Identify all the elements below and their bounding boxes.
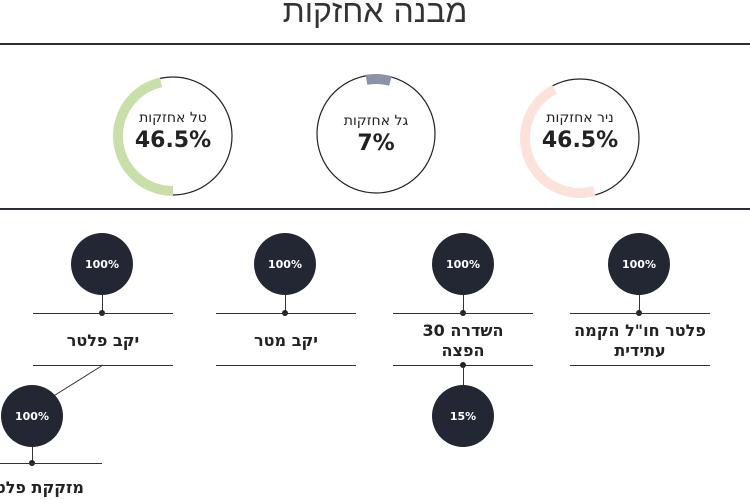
connector	[32, 447, 33, 463]
holder-percent: 46.5%	[134, 128, 212, 153]
holder-ring-tal	[113, 76, 233, 196]
entity-bottom-rule	[216, 365, 356, 366]
connector	[639, 295, 640, 313]
ownership-node-yekev-pelter: 100%	[71, 233, 133, 295]
holder-name: טל אחזקות	[139, 110, 207, 126]
holder-label-nir: ניר אחזקות 46.5%	[520, 110, 640, 153]
holder-arc-tal	[113, 77, 174, 196]
entity-top-rule	[393, 313, 533, 314]
connector	[102, 295, 103, 313]
connector	[285, 295, 286, 313]
entity-name-hasdera: השדרה 30 הפצה	[422, 321, 504, 360]
entity-name-distillery: מזקקת פלטר	[0, 478, 84, 497]
top-divider	[0, 43, 750, 45]
ownership-node-15: 15%	[432, 385, 494, 447]
distillery-label-clip: מזקקת פלטר	[0, 478, 84, 500]
ownership-node-yekev-meter: 100%	[254, 233, 316, 295]
ownership-node-hasdera: 100%	[432, 233, 494, 295]
entity-bottom-rule	[570, 365, 710, 366]
holder-label-tal: טל אחזקות 46.5%	[113, 110, 233, 153]
holder-label-gal: גל אחזקות 7%	[316, 113, 436, 156]
holder-arc-nir	[520, 84, 596, 198]
connector-diagonal	[51, 364, 104, 398]
holder-percent: 7%	[357, 131, 395, 156]
holder-ring-gal	[316, 74, 436, 194]
entity-top-rule	[33, 313, 173, 314]
middle-divider	[0, 208, 750, 210]
ownership-node-pelter-abroad: 100%	[608, 233, 670, 295]
holder-arc-gal	[365, 74, 392, 86]
entity-name-yekev-pelter: יקב פלטר	[66, 331, 140, 350]
entity-name-pelter-abroad: פלטר חו"ל הקמה עתידית	[574, 321, 706, 360]
holder-name: ניר אחזקות	[546, 110, 614, 126]
holder-name: גל אחזקות	[343, 113, 409, 129]
entity-name-yekev-meter: יקב מטר	[254, 331, 318, 350]
entity-top-rule	[0, 463, 102, 464]
page-title: מבנה אחזקות	[282, 0, 468, 30]
holder-ring-nir	[520, 78, 640, 198]
connector	[463, 295, 464, 313]
entity-top-rule	[570, 313, 710, 314]
ownership-node-distillery: 100%	[1, 385, 63, 447]
entity-top-rule	[216, 313, 356, 314]
holder-percent: 46.5%	[541, 128, 619, 153]
connector	[463, 365, 464, 385]
